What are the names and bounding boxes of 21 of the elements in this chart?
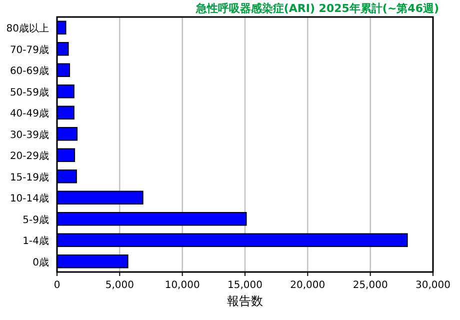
x-tick-label: 0 xyxy=(54,280,60,291)
y-tick-label: 1-4歳 xyxy=(22,235,49,248)
x-tick-label: 10,000 xyxy=(164,280,200,291)
y-tick-label: 70-79歳 xyxy=(10,44,49,56)
x-tick-label: 30,000 xyxy=(416,280,450,291)
y-tick-label: 60-69歳 xyxy=(10,65,49,78)
y-tick-label: 10-14歳 xyxy=(10,192,49,205)
x-tick-label: 15,000 xyxy=(228,280,262,291)
y-tick-label: 15-19歳 xyxy=(10,171,49,184)
y-tick-label: 20-29歳 xyxy=(10,150,49,162)
x-tick-label: 25,000 xyxy=(352,280,388,291)
y-tick-label: 0歳 xyxy=(32,256,49,268)
y-tick-label: 30-39歳 xyxy=(10,128,49,141)
x-tick-label: 5,000 xyxy=(105,280,134,291)
x-tick-label: 20,000 xyxy=(290,280,326,291)
x-axis-title: 報告数 xyxy=(227,294,263,308)
y-tick-label: 5-9歳 xyxy=(22,214,49,226)
chart-title: 急性呼吸器感染症(ARI) 2025年累計(~第46週) xyxy=(194,2,439,15)
y-tick-label: 50-59歳 xyxy=(10,86,49,98)
y-tick-label: 40-49歳 xyxy=(10,108,49,120)
y-tick-label: 80歳以上 xyxy=(6,22,49,35)
